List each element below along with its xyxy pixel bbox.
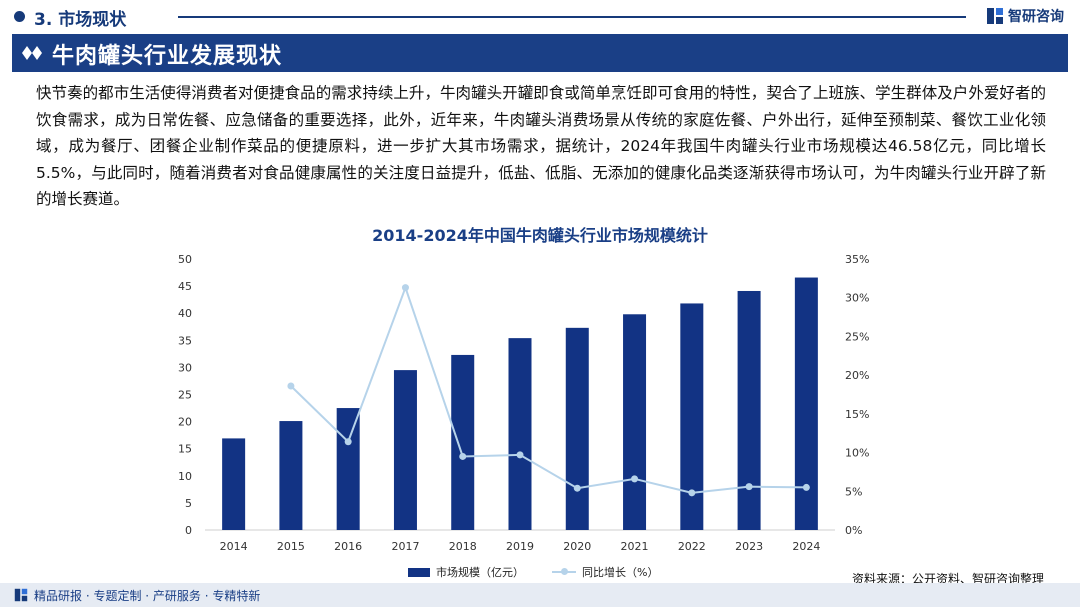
zhiyan-logo-icon bbox=[987, 8, 1003, 24]
growth-line bbox=[290, 284, 807, 494]
y-left-tick-label: 50 bbox=[178, 253, 192, 266]
bar bbox=[565, 327, 589, 530]
section-bullet-icon bbox=[14, 11, 25, 22]
bar bbox=[222, 438, 246, 530]
page-title: 牛肉罐头行业发展现状 bbox=[52, 44, 283, 69]
growth-point bbox=[573, 484, 581, 492]
x-tick-label: 2022 bbox=[678, 540, 706, 553]
growth-point bbox=[802, 483, 810, 491]
y-right-tick-label: 15% bbox=[845, 408, 869, 421]
x-tick-label: 2018 bbox=[449, 540, 477, 553]
x-tick-label: 2019 bbox=[506, 540, 534, 553]
data-source: 资料来源：公开资料、智研咨询整理 bbox=[851, 572, 1044, 586]
y-left-tick-label: 5 bbox=[185, 497, 192, 510]
services-tagline: 精品研报 · 专题定制 · 产研服务 · 专精特新 bbox=[34, 589, 261, 603]
y-right-tick-label: 5% bbox=[845, 485, 862, 498]
growth-point bbox=[631, 475, 639, 483]
growth-point bbox=[459, 452, 467, 460]
growth-point bbox=[401, 284, 409, 292]
x-tick-label: 2017 bbox=[391, 540, 419, 553]
growth-point bbox=[688, 489, 696, 497]
y-left-tick-label: 0 bbox=[185, 524, 192, 537]
body-paragraph: 快节奏的都市生活使得消费者对便捷食品的需求持续上升，牛肉罐头开罐即食或简单烹饪即… bbox=[36, 84, 1046, 208]
y-left-tick-label: 10 bbox=[178, 470, 192, 483]
legend-bar-swatch bbox=[408, 567, 430, 577]
y-left-tick-label: 45 bbox=[178, 280, 192, 293]
brand: 智研咨询 bbox=[986, 6, 1064, 26]
x-tick-label: 2014 bbox=[220, 540, 248, 553]
zhiyan-logo-icon bbox=[14, 588, 28, 602]
bar bbox=[336, 408, 360, 530]
y-left-tick-label: 25 bbox=[178, 389, 192, 402]
bar bbox=[393, 370, 417, 530]
bar bbox=[451, 354, 475, 530]
y-right-tick-label: 30% bbox=[845, 292, 869, 305]
y-right-tick-label: 0% bbox=[845, 524, 862, 537]
x-tick-label: 2023 bbox=[735, 540, 763, 553]
y-left-tick-label: 15 bbox=[178, 443, 192, 456]
growth-point bbox=[745, 483, 753, 491]
market-size-chart: 0 5 10 15 20 25 30 35 40 45 50 0% 5% 10% 15% 20% 25% 30% 3… bbox=[178, 253, 869, 553]
growth-point bbox=[344, 438, 352, 446]
x-tick-label: 2024 bbox=[792, 540, 820, 553]
title-banner: 牛肉罐头行业发展现状 bbox=[12, 34, 1068, 72]
chart-legend: 市场规模（亿元） 同比增长（%） bbox=[408, 564, 658, 580]
top-bar: 3. 市场现状 智研咨询 bbox=[0, 0, 1080, 34]
growth-point bbox=[516, 451, 524, 459]
bar bbox=[508, 338, 532, 530]
bar bbox=[737, 290, 761, 530]
legend-bar-label: 市场规模（亿元） bbox=[436, 566, 524, 579]
bar bbox=[680, 303, 704, 530]
growth-point bbox=[287, 382, 295, 390]
double-diamond-icon bbox=[22, 46, 42, 60]
bar bbox=[794, 277, 818, 530]
bottom-bar: 精品研报 · 专题定制 · 产研服务 · 专精特新 bbox=[0, 583, 1080, 607]
x-tick-label: 2020 bbox=[563, 540, 591, 553]
header-divider bbox=[178, 16, 966, 18]
y-left-tick-label: 40 bbox=[178, 307, 192, 320]
x-tick-label: 2021 bbox=[621, 540, 649, 553]
bar bbox=[279, 421, 303, 530]
y-left-tick-label: 35 bbox=[178, 334, 192, 347]
y-left-tick-label: 20 bbox=[178, 416, 192, 429]
y-right-tick-label: 10% bbox=[845, 447, 869, 460]
x-tick-label: 2015 bbox=[277, 540, 305, 553]
brand-name: 智研咨询 bbox=[1008, 9, 1064, 25]
x-tick-label: 2016 bbox=[334, 540, 362, 553]
y-right-tick-label: 25% bbox=[845, 330, 869, 343]
legend-line-swatch bbox=[552, 568, 576, 575]
chart-title: 2014-2024年中国牛肉罐头行业市场规模统计 bbox=[372, 226, 708, 245]
section-title: 3. 市场现状 bbox=[34, 10, 127, 30]
y-right-tick-label: 35% bbox=[845, 253, 869, 266]
y-right-tick-label: 20% bbox=[845, 369, 869, 382]
y-left-tick-label: 30 bbox=[178, 361, 192, 374]
legend-line-label: 同比增长（%） bbox=[582, 566, 659, 579]
bar bbox=[623, 314, 647, 530]
